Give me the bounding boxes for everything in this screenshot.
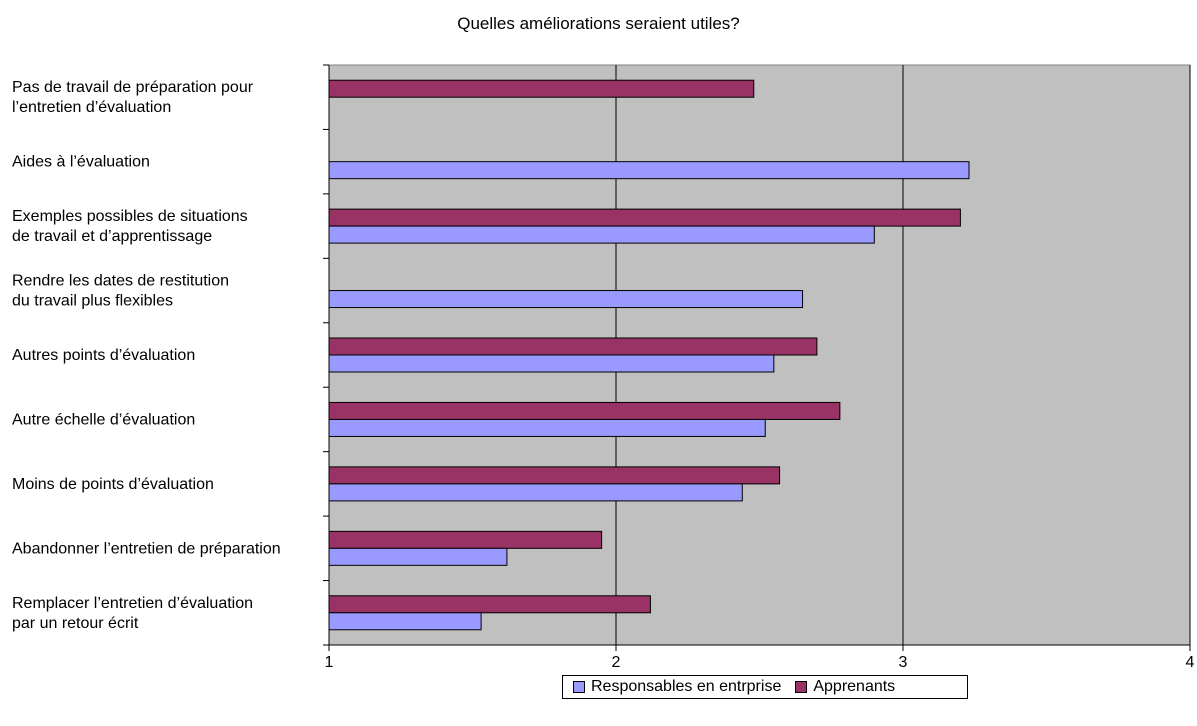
- category-label: Exemples possibles de situations: [12, 208, 248, 225]
- legend-swatch-apprenants: [795, 681, 808, 693]
- bar-responsables-7: [328, 547, 508, 566]
- chart-legend: Responsables en entrprise Apprenants: [562, 675, 968, 699]
- bar-responsables-6: [328, 483, 743, 502]
- category-label: du travail plus flexibles: [12, 293, 173, 310]
- category-label: Abandonner l’entretien de préparation: [12, 540, 281, 557]
- x-tick-label: 1: [325, 654, 334, 671]
- bar-apprenants-6: [328, 466, 781, 485]
- bar-responsables-1: [328, 161, 970, 180]
- bar-responsables-8: [328, 612, 482, 631]
- category-label: Autre échelle d’évaluation: [12, 411, 195, 428]
- category-label: Rendre les dates de restitution: [12, 273, 229, 290]
- category-label: l’entretien d’évaluation: [12, 99, 171, 116]
- bar-apprenants-2: [328, 208, 961, 227]
- bar-responsables-2: [328, 225, 875, 244]
- category-label: Pas de travail de préparation pour: [12, 79, 254, 96]
- bar-apprenants-7: [328, 530, 603, 549]
- legend-item-apprenants: Apprenants: [795, 678, 895, 696]
- category-label: par un retour écrit: [12, 615, 139, 632]
- category-label: de travail et d’apprentissage: [12, 228, 212, 245]
- category-label: Aides à l’évaluation: [12, 154, 150, 171]
- x-tick-label: 3: [899, 654, 908, 671]
- x-tick-label: 2: [612, 654, 621, 671]
- category-label: Moins de points d’évaluation: [12, 476, 214, 493]
- bar-responsables-3: [328, 290, 804, 309]
- category-label: Remplacer l’entretien d’évaluation: [12, 595, 253, 612]
- legend-label-responsables: Responsables en entrprise: [591, 678, 782, 695]
- legend-item-responsables: Responsables en entrprise: [573, 678, 781, 696]
- legend-label-apprenants: Apprenants: [813, 678, 896, 695]
- bar-responsables-5: [328, 418, 766, 437]
- bar-apprenants-8: [328, 595, 651, 614]
- legend-swatch-responsables: [573, 681, 585, 693]
- bar-responsables-4: [328, 354, 775, 373]
- chart-title: Quelles améliorations seraient utiles?: [457, 14, 740, 33]
- bar-apprenants-5: [328, 401, 841, 420]
- category-label: Autres points d’évaluation: [12, 347, 195, 364]
- x-tick-label: 4: [1186, 654, 1195, 671]
- bar-apprenants-0: [328, 79, 755, 98]
- bar-apprenants-4: [328, 337, 818, 356]
